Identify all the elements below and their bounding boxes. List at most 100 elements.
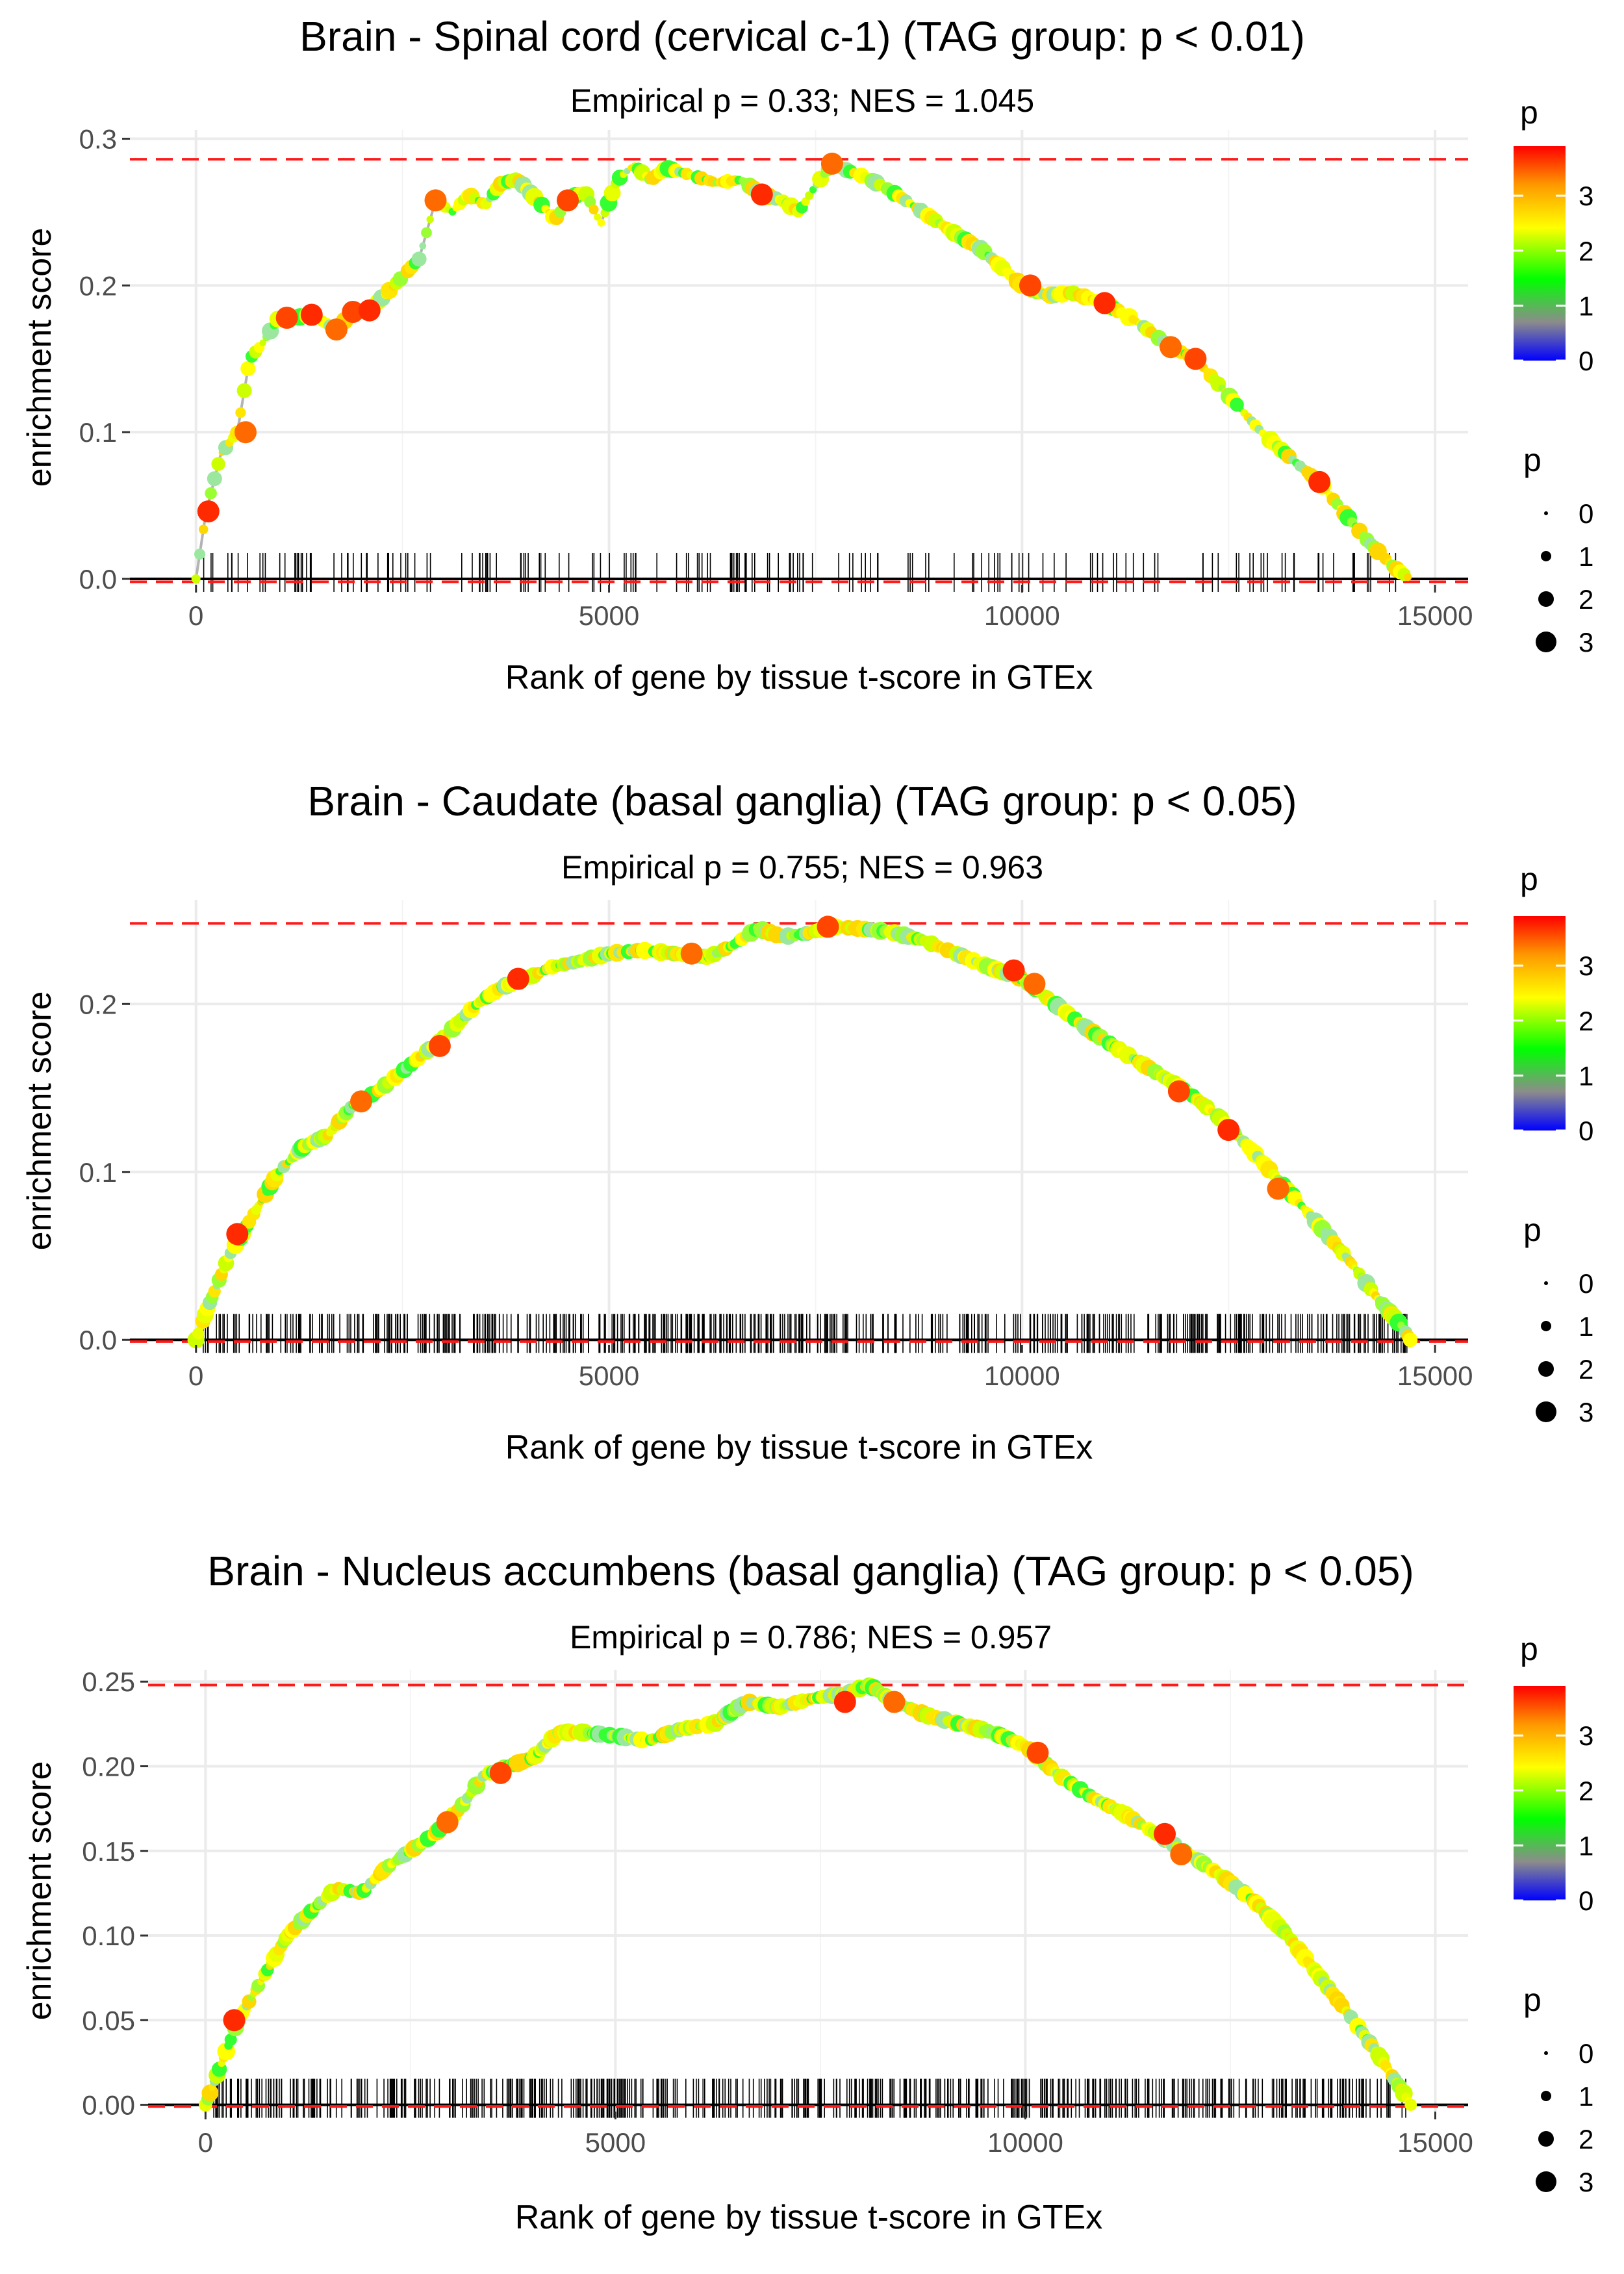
panel-1-size-key-dot-2 bbox=[1538, 591, 1554, 607]
panel-2-size-key-dot-3 bbox=[1536, 1401, 1556, 1422]
panel-1-highlight-point bbox=[820, 152, 843, 175]
panel-2-colorbar-ticks: 3 2 1 0 bbox=[1514, 951, 1593, 1146]
panel-1-y-tick-label-1: 0.1 bbox=[79, 417, 117, 448]
panel-3-colorbar-label-0: 3 bbox=[1579, 1720, 1593, 1751]
panel-3-x-tick-label-1: 5000 bbox=[585, 2127, 646, 2158]
panel-3-y-tick-label-4: 0.20 bbox=[82, 1752, 135, 1782]
panel-2-plot-area bbox=[130, 900, 1468, 1345]
panel-2-size-key-label-2: 2 bbox=[1579, 1354, 1593, 1385]
panel-3-x-tick-label-3: 15000 bbox=[1397, 2127, 1473, 2158]
panel-3-size-key-label-1: 1 bbox=[1579, 2081, 1593, 2112]
panel-3-colorbar-label-3: 0 bbox=[1579, 1885, 1593, 1916]
panel-3-hits bbox=[148, 2078, 1468, 2118]
panel-3-legend-size-title: p bbox=[1523, 1982, 1542, 2018]
panel-1-legend-size-title: p bbox=[1523, 442, 1542, 478]
panel-1-size-keys: 0 1 2 3 bbox=[1536, 498, 1593, 658]
panel-1-gene-point bbox=[426, 216, 434, 224]
panel-1-colorbar bbox=[1514, 146, 1566, 361]
panel-2-gene-point bbox=[1402, 1333, 1418, 1348]
panel-1-size-key-label-0: 0 bbox=[1579, 498, 1593, 529]
panel-3-size-key-label-3: 3 bbox=[1579, 2167, 1593, 2197]
panel-1-highlight-point bbox=[358, 299, 381, 322]
panel-1-gene-point bbox=[589, 204, 599, 214]
panel-1-gene-point bbox=[597, 218, 605, 227]
panel-2-legend: p 3 2 1 0 p 0 1 2 3 bbox=[1514, 861, 1593, 1427]
panel-3-points bbox=[199, 1677, 1417, 2112]
panel-1-gene-point bbox=[411, 251, 427, 267]
panel-1-thresholds bbox=[130, 158, 1468, 583]
panel-3-thresholds bbox=[148, 1683, 1468, 2108]
panel-3-highlight-point bbox=[883, 1691, 906, 1713]
panel-2-highlight-point bbox=[1002, 959, 1025, 982]
panel-3: Brain - Nucleus accumbens (basal ganglia… bbox=[21, 1548, 1593, 2236]
panel-1-highlight-point bbox=[342, 301, 364, 323]
panel-1-y-label: enrichment score bbox=[21, 228, 58, 487]
panel-1-gene-point bbox=[419, 242, 427, 249]
panel-1-gene-point bbox=[603, 185, 621, 201]
panel-2-highlight-point bbox=[1217, 1119, 1240, 1142]
panel-2-y-tick-label-1: 0.1 bbox=[79, 1157, 117, 1188]
panel-2-highlight-point bbox=[226, 1223, 249, 1246]
panel-3-size-key-dot-0 bbox=[1544, 2051, 1548, 2055]
panel-1-x-tick-label-1: 5000 bbox=[579, 600, 639, 631]
panel-3-highlight-point bbox=[489, 1761, 512, 1784]
panel-2-colorbar-label-2: 1 bbox=[1579, 1060, 1593, 1091]
panel-2-axes: 0 5000 10000 15000 0.0 0.1 0.2 bbox=[79, 989, 1473, 1391]
panel-3-y-tick-label-5: 0.25 bbox=[82, 1667, 135, 1697]
panel-3-colorbar-label-1: 2 bbox=[1579, 1776, 1593, 1806]
panel-2-highlight-point bbox=[350, 1090, 372, 1113]
panel-1-gene-point bbox=[421, 227, 432, 238]
panel-2-size-key-label-1: 1 bbox=[1579, 1311, 1593, 1342]
panel-2-x-tick-label-2: 10000 bbox=[984, 1361, 1060, 1391]
panel-2-size-key-label-3: 3 bbox=[1579, 1397, 1593, 1427]
panel-3-highlight-point bbox=[1026, 1741, 1049, 1764]
panel-2-size-key-label-0: 0 bbox=[1579, 1268, 1593, 1299]
panel-3-x-tick-label-2: 10000 bbox=[987, 2127, 1063, 2158]
panel-1-size-key-label-3: 3 bbox=[1579, 627, 1593, 658]
panel-1-colorbar-label-3: 0 bbox=[1579, 346, 1593, 376]
panel-1-gene-point bbox=[198, 524, 209, 535]
panel-2-thresholds bbox=[130, 922, 1468, 1343]
panel-1-colorbar-label-1: 2 bbox=[1579, 236, 1593, 266]
panel-2-y-label: enrichment score bbox=[21, 991, 58, 1251]
panel-2-x-tick-label-3: 15000 bbox=[1397, 1361, 1473, 1391]
panel-1-highlight-point bbox=[325, 318, 348, 341]
panel-3-legend: p 3 2 1 0 p 0 1 2 3 bbox=[1514, 1631, 1593, 2197]
panel-3-y-tick-label-0: 0.00 bbox=[82, 2090, 135, 2121]
panel-3-size-key-label-2: 2 bbox=[1579, 2124, 1593, 2154]
panel-1-highlight-point bbox=[750, 183, 773, 206]
panel-2-size-key-dot-0 bbox=[1544, 1281, 1548, 1285]
panel-2-highlight-point bbox=[1023, 973, 1046, 995]
panel-1-y-tick-label-3: 0.3 bbox=[79, 124, 117, 155]
panel-1-highlight-point bbox=[424, 189, 447, 212]
panel-1-x-tick-label-0: 0 bbox=[188, 600, 203, 631]
panel-2-highlight-point bbox=[1267, 1177, 1289, 1200]
panel-2-highlight-point bbox=[507, 967, 529, 990]
panel-1-y-tick-label-0: 0.0 bbox=[79, 564, 117, 594]
panel-2-y-tick-label-2: 0.2 bbox=[79, 989, 117, 1019]
panel-2-subtitle: Empirical p = 0.755; NES = 0.963 bbox=[561, 849, 1043, 886]
panel-1-highlight-point bbox=[1184, 348, 1207, 370]
panel-3-subtitle: Empirical p = 0.786; NES = 0.957 bbox=[570, 1619, 1052, 1655]
panel-1-gene-point bbox=[805, 191, 814, 200]
panel-1-highlight-point bbox=[300, 303, 323, 326]
panel-1-gene-point bbox=[240, 361, 256, 376]
panel-3-y-label: enrichment score bbox=[21, 1761, 58, 2021]
panel-1-size-key-label-2: 2 bbox=[1579, 584, 1593, 615]
panel-3-colorbar-label-2: 1 bbox=[1579, 1830, 1593, 1861]
panel-1-gene-point bbox=[1404, 573, 1412, 581]
panel-2-size-key-dot-2 bbox=[1538, 1361, 1554, 1377]
panel-1-highlight-point bbox=[197, 500, 220, 523]
panel-2-legend-color-title: p bbox=[1520, 861, 1538, 897]
panel-1-gene-point bbox=[211, 457, 225, 471]
panel-1-legend: p 3 2 1 0 p 0 1 2 3 bbox=[1514, 94, 1593, 658]
panel-3-y-tick-label-3: 0.15 bbox=[82, 1836, 135, 1867]
panel-2-hits bbox=[130, 1314, 1468, 1353]
panel-3-legend-color-title: p bbox=[1520, 1631, 1538, 1667]
panel-3-axes: 0 5000 10000 15000 0.00 0.05 0.10 0.15 0.20 0.25 bbox=[82, 1667, 1473, 2158]
panel-1-legend-color-title: p bbox=[1520, 94, 1538, 131]
panel-2-title: Brain - Caudate (basal ganglia) (TAG gro… bbox=[307, 778, 1297, 824]
panel-1-colorbar-label-2: 1 bbox=[1579, 290, 1593, 321]
panel-1-subtitle: Empirical p = 0.33; NES = 1.045 bbox=[570, 83, 1034, 119]
panel-1-x-label: Rank of gene by tissue t-score in GTEx bbox=[505, 659, 1093, 696]
